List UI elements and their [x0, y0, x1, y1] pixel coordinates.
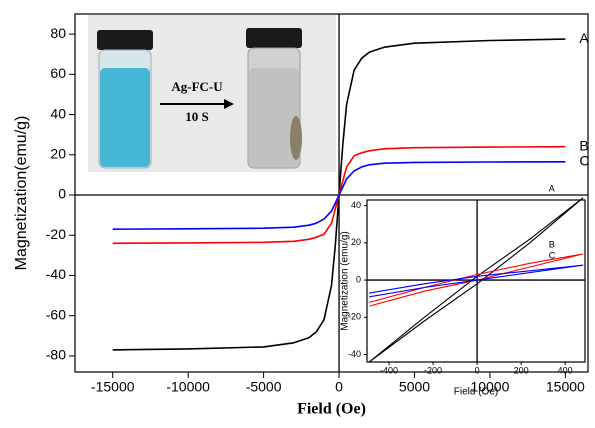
- main-chart: -15000 -10000 -5000 0 5000 10000 15000 -80 -60 -4…: [13, 13, 589, 418]
- y-axis-label: Magnetization(emu/g): [13, 116, 30, 271]
- y-tick-label: -80: [46, 347, 66, 363]
- series-label: A: [579, 30, 589, 46]
- x-tick-label: -15000: [91, 379, 135, 395]
- series-line: [369, 264, 584, 298]
- y-tick-label: 0: [356, 274, 361, 284]
- y-tick-label: 60: [50, 65, 66, 81]
- x-tick-label: 200: [514, 366, 529, 376]
- annotation: 10 S: [185, 109, 208, 124]
- series-label: B: [579, 137, 588, 153]
- series-line: [368, 197, 584, 363]
- x-tick-label: 0: [335, 379, 343, 395]
- series-label: B: [549, 239, 555, 249]
- y-tick-label: 80: [50, 25, 66, 41]
- x-tick-label: -10000: [166, 379, 210, 395]
- x-tick-label: 400: [558, 366, 573, 376]
- y-tick-label: -40: [46, 266, 66, 282]
- plot-frame: [74, 13, 589, 373]
- x-tick-label: -200: [424, 366, 442, 376]
- series-label: A: [549, 184, 555, 194]
- vial-cap: [97, 30, 153, 50]
- y-tick-label: 40: [351, 200, 361, 210]
- plot-frame: [366, 199, 586, 363]
- photo-inset: Ag-FC-U 10 S: [88, 15, 336, 172]
- y-tick-label: -60: [46, 306, 66, 322]
- x-tick-label: 5000: [399, 379, 430, 395]
- x-axis-label: Field (Oe): [454, 387, 498, 398]
- y-tick-label: 0: [58, 186, 66, 202]
- y-tick-label: 20: [351, 237, 361, 247]
- vial-cap: [246, 28, 302, 48]
- series-label: C: [549, 251, 556, 261]
- series-label: C: [579, 153, 589, 169]
- x-tick-label: 0: [475, 366, 480, 376]
- magnet: [290, 116, 302, 160]
- y-tick-label: 40: [50, 105, 66, 121]
- y-tick-label: 20: [50, 145, 66, 161]
- x-tick-label: 15000: [546, 379, 585, 395]
- x-tick-label: -400: [380, 366, 398, 376]
- blue-solution: [100, 68, 150, 167]
- series-line: [369, 253, 584, 307]
- y-tick-label: -20: [348, 312, 361, 322]
- clear-solution: [249, 68, 299, 167]
- annotation: Ag-FC-U: [171, 79, 223, 94]
- y-tick-label: -20: [46, 226, 66, 242]
- series-line: [112, 161, 566, 230]
- x-tick-label: 10000: [470, 379, 509, 395]
- y-tick-label: -40: [348, 349, 361, 359]
- x-tick-label: -5000: [246, 379, 282, 395]
- arrow-head: [224, 99, 234, 109]
- y-axis-label: Magnetization (emu/g): [340, 231, 351, 331]
- x-axis-label: Field (Oe): [297, 401, 366, 418]
